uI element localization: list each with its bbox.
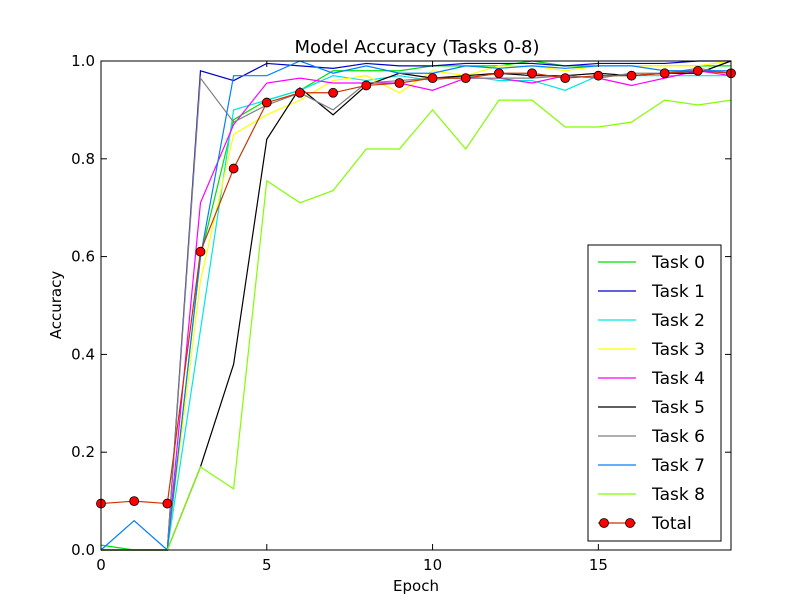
data-point-total [361, 80, 372, 91]
x-tick-label: 5 [262, 556, 272, 574]
legend-marker [625, 518, 635, 528]
legend-label: Task 8 [651, 485, 705, 505]
data-point-total [493, 68, 504, 79]
data-point-total [460, 73, 471, 84]
y-tick-label: 0.4 [71, 345, 95, 363]
data-point-total [295, 87, 305, 98]
legend-label: Task 1 [651, 282, 705, 302]
data-point-total [659, 68, 670, 79]
legend-item-total: Total [598, 514, 692, 534]
legend-item-task-8: Task 8 [598, 485, 705, 505]
legend-item-task-5: Task 5 [598, 398, 705, 418]
series-line-task-6 [101, 67, 732, 551]
legend: Task 0 Task 1 Task 2 Task 3 Task 4 Task 5 Task… [587, 244, 722, 542]
series-line-total [100, 70, 732, 505]
y-tick-label: 0.2 [71, 443, 95, 461]
data-point-total [228, 163, 239, 174]
data-point-total [560, 73, 571, 84]
y-tick-label: 0.0 [71, 541, 95, 559]
series-line-task-8 [101, 99, 732, 551]
data-point-total [195, 246, 206, 257]
legend-marker [599, 518, 609, 528]
series-line-task-4 [101, 70, 732, 551]
chart-title: Model Accuracy (Tasks 0-8) [294, 37, 539, 58]
data-point-total [328, 87, 339, 98]
legend-item-task-4: Task 4 [598, 369, 705, 389]
series-line-task-7 [100, 60, 731, 552]
legend-label: Total [651, 514, 692, 534]
data-point-total [593, 70, 604, 81]
y-tick-label: 0.8 [71, 150, 95, 168]
x-tick-label: 10 [423, 556, 442, 574]
data-point-total [626, 70, 637, 81]
legend-label: Task 6 [651, 427, 705, 447]
legend-box [587, 244, 722, 542]
data-point-total [427, 73, 438, 84]
legend-item-task-2: Task 2 [598, 311, 705, 331]
series-layer [96, 60, 736, 552]
legend-item-task-6: Task 6 [598, 427, 705, 447]
y-tick-label: 0.6 [71, 248, 95, 266]
data-point-total [527, 68, 537, 79]
legend-item-task-7: Task 7 [598, 456, 705, 476]
tick-layer: 0 5 10 15 0.0 0.2 0.4 0.6 0.8 1.0 [71, 52, 731, 574]
legend-item-task-1: Task 1 [598, 282, 705, 302]
x-tick-label: 15 [589, 556, 608, 574]
data-point-total [394, 78, 405, 88]
legend-label: Task 2 [651, 311, 705, 331]
data-point-total [261, 97, 272, 108]
legend-label: Task 3 [651, 340, 705, 360]
series-line-task-1 [101, 60, 731, 551]
data-point-total [129, 496, 140, 507]
x-axis-label: Epoch [393, 577, 439, 595]
legend-label: Task 0 [651, 253, 705, 273]
y-axis-label: Accuracy [47, 271, 65, 340]
x-tick-label: 0 [96, 556, 106, 574]
legend-label: Task 7 [651, 456, 705, 476]
plot-frame [100, 60, 732, 551]
legend-item-task-3: Task 3 [598, 340, 705, 360]
data-point-total [692, 65, 703, 76]
legend-item-task-0: Task 0 [598, 253, 705, 273]
legend-label: Task 4 [651, 369, 705, 389]
y-tick-label: 1.0 [71, 52, 95, 70]
legend-label: Task 5 [651, 398, 705, 418]
data-point-total [162, 498, 173, 509]
